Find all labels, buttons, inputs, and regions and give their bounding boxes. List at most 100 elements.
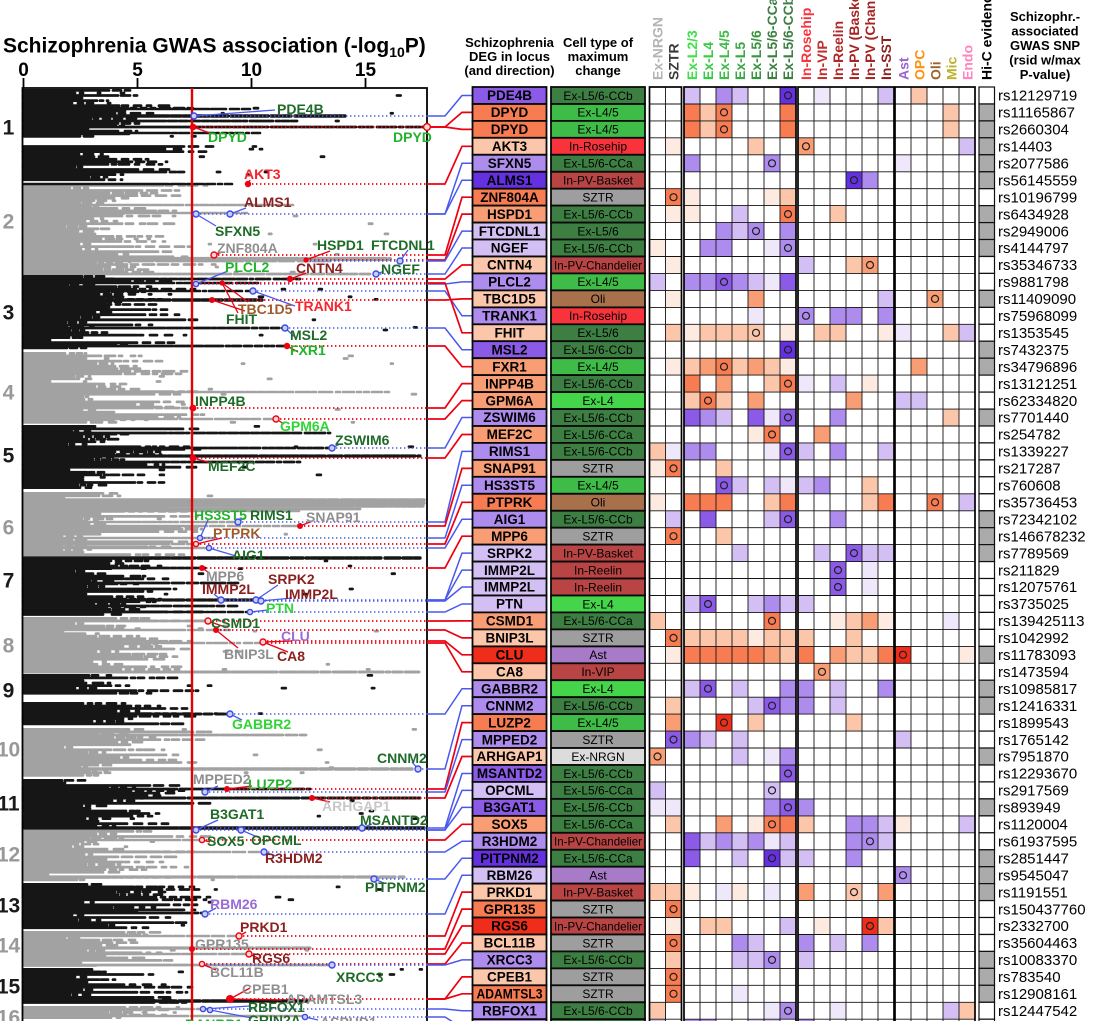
svg-text:Ex-L5/6-CCa: Ex-L5/6-CCa xyxy=(563,852,633,866)
svg-text:SRPK2: SRPK2 xyxy=(268,571,315,587)
svg-text:CA8: CA8 xyxy=(277,648,305,664)
svg-text:IMMP2L: IMMP2L xyxy=(285,586,338,602)
svg-text:TBC1D5: TBC1D5 xyxy=(238,301,293,317)
svg-text:RANBP1: RANBP1 xyxy=(185,1016,243,1021)
svg-text:Ex-L5/6-CCa: Ex-L5/6-CCa xyxy=(563,614,633,628)
svg-text:6: 6 xyxy=(3,517,15,540)
svg-text:CLU: CLU xyxy=(281,628,310,644)
svg-text:Ast: Ast xyxy=(589,648,607,662)
svg-text:NGEF: NGEF xyxy=(381,261,420,277)
svg-text:rs9545047: rs9545047 xyxy=(998,867,1069,884)
svg-text:rs35736453: rs35736453 xyxy=(998,495,1077,512)
svg-text:rs146678232: rs146678232 xyxy=(998,528,1086,545)
svg-text:ZSWIM6: ZSWIM6 xyxy=(335,432,390,448)
svg-text:In-PV-Chandelier: In-PV-Chandelier xyxy=(554,258,642,272)
svg-text:In-PV-Basket: In-PV-Basket xyxy=(563,885,634,899)
svg-text:PLCL2: PLCL2 xyxy=(225,259,270,275)
svg-text:Ex-L5/6-CCb: Ex-L5/6-CCb xyxy=(563,767,633,781)
svg-text:rs2660304: rs2660304 xyxy=(998,122,1069,139)
svg-text:10: 10 xyxy=(0,739,20,762)
svg-text:Ex-L5/6-CCb: Ex-L5/6-CCb xyxy=(563,445,633,459)
svg-text:4: 4 xyxy=(3,382,15,405)
svg-text:GRIN2A: GRIN2A xyxy=(248,1012,301,1021)
svg-text:rs62334820: rs62334820 xyxy=(998,393,1077,410)
svg-text:PTPRK: PTPRK xyxy=(213,525,260,541)
svg-text:P-value): P-value) xyxy=(1020,67,1071,82)
svg-text:XRCC3: XRCC3 xyxy=(336,969,384,985)
svg-text:rs893949: rs893949 xyxy=(998,800,1061,817)
svg-text:rs12293670: rs12293670 xyxy=(998,766,1077,783)
svg-text:PDE4B: PDE4B xyxy=(487,88,532,103)
svg-text:R3HDM2: R3HDM2 xyxy=(265,850,323,866)
svg-text:TBC1D5: TBC1D5 xyxy=(483,292,536,307)
svg-text:rs6434928: rs6434928 xyxy=(998,206,1069,223)
svg-text:Ex-L5/6-CCb: Ex-L5/6-CCb xyxy=(563,377,633,391)
svg-text:Ex-L4/5: Ex-L4/5 xyxy=(577,106,619,120)
svg-text:SOX5: SOX5 xyxy=(491,817,528,832)
svg-text:rs10985817: rs10985817 xyxy=(998,681,1077,698)
svg-text:16: 16 xyxy=(0,1007,20,1022)
svg-text:ZNF804A: ZNF804A xyxy=(217,240,278,256)
svg-text:(rsid w/max: (rsid w/max xyxy=(1009,53,1081,68)
svg-text:rs2077586: rs2077586 xyxy=(998,156,1069,173)
svg-text:SOX5: SOX5 xyxy=(207,833,245,849)
svg-text:HSPD1: HSPD1 xyxy=(317,237,364,253)
svg-text:rs760608: rs760608 xyxy=(998,478,1061,495)
svg-text:rs35604463: rs35604463 xyxy=(998,935,1077,952)
svg-text:rs254782: rs254782 xyxy=(998,427,1061,444)
svg-text:rs2917569: rs2917569 xyxy=(998,783,1069,800)
svg-text:SFXN5: SFXN5 xyxy=(215,223,260,239)
svg-text:9: 9 xyxy=(3,680,15,703)
svg-text:Ex-L5/6: Ex-L5/6 xyxy=(577,326,619,340)
svg-text:rs1120004: rs1120004 xyxy=(998,817,1068,834)
svg-text:Ex-L5/6-CCa: Ex-L5/6-CCa xyxy=(563,784,633,798)
svg-text:5: 5 xyxy=(132,60,143,81)
svg-text:XRCC3: XRCC3 xyxy=(487,953,533,968)
svg-text:rs217287: rs217287 xyxy=(998,461,1061,478)
svg-text:GABBR2: GABBR2 xyxy=(232,716,291,732)
svg-text:Ex-L5/6-CCb: Ex-L5/6-CCb xyxy=(563,1004,633,1018)
svg-text:rs4144797: rs4144797 xyxy=(998,240,1069,257)
svg-text:rs2332700: rs2332700 xyxy=(998,918,1069,935)
svg-text:8: 8 xyxy=(3,635,15,658)
svg-text:FHIT: FHIT xyxy=(226,311,258,327)
svg-text:OPCML: OPCML xyxy=(251,832,302,848)
svg-text:GABBR2: GABBR2 xyxy=(481,681,538,696)
svg-text:rs9881798: rs9881798 xyxy=(998,274,1069,291)
svg-text:RIMS1: RIMS1 xyxy=(250,507,293,523)
svg-text:SZTR: SZTR xyxy=(582,191,614,205)
svg-text:In-VIP: In-VIP xyxy=(581,665,614,679)
svg-text:MPP6: MPP6 xyxy=(491,529,528,544)
svg-text:Ex-L5/6-CCb: Ex-L5/6-CCb xyxy=(563,89,633,103)
svg-text:ADAMTSL3: ADAMTSL3 xyxy=(286,991,362,1007)
svg-text:SZTR: SZTR xyxy=(582,970,614,984)
svg-text:PTN: PTN xyxy=(266,600,294,616)
svg-text:rs12908161: rs12908161 xyxy=(998,986,1077,1003)
svg-text:GPR135: GPR135 xyxy=(195,936,249,952)
svg-text:rs7701440: rs7701440 xyxy=(998,410,1069,427)
svg-text:rs34796896: rs34796896 xyxy=(998,359,1077,376)
svg-text:ASPHD1: ASPHD1 xyxy=(320,1014,377,1021)
svg-text:rs1765142: rs1765142 xyxy=(998,732,1069,749)
svg-text:Ex-L5/6-CCa: Ex-L5/6-CCa xyxy=(563,428,633,442)
svg-text:Endo: Endo xyxy=(960,45,976,80)
svg-text:maximum: maximum xyxy=(568,49,629,64)
svg-text:OPC: OPC xyxy=(912,50,928,80)
svg-text:rs7789569: rs7789569 xyxy=(998,545,1069,562)
svg-text:rs12447542: rs12447542 xyxy=(998,1003,1077,1020)
svg-text:BNIP3L: BNIP3L xyxy=(485,631,533,646)
svg-text:Ex-L5/6-CCb: Ex-L5/6-CCb xyxy=(563,699,633,713)
svg-text:rs35346733: rs35346733 xyxy=(998,257,1077,274)
svg-text:Ex-L5: Ex-L5 xyxy=(732,42,748,80)
svg-text:(and direction): (and direction) xyxy=(464,63,554,78)
svg-text:10: 10 xyxy=(241,60,262,81)
svg-text:Ex-L5/6-CCb: Ex-L5/6-CCb xyxy=(563,801,633,815)
svg-text:MEF2C: MEF2C xyxy=(487,427,533,442)
svg-text:In-Rosehip: In-Rosehip xyxy=(798,8,814,80)
svg-text:HSPD1: HSPD1 xyxy=(487,207,533,222)
svg-text:Ex-L4: Ex-L4 xyxy=(582,597,614,611)
svg-text:ARHGAP1: ARHGAP1 xyxy=(476,749,543,764)
svg-text:Ex-L5/6: Ex-L5/6 xyxy=(748,30,764,80)
svg-text:GPM6A: GPM6A xyxy=(280,418,330,434)
svg-text:11: 11 xyxy=(0,793,20,816)
